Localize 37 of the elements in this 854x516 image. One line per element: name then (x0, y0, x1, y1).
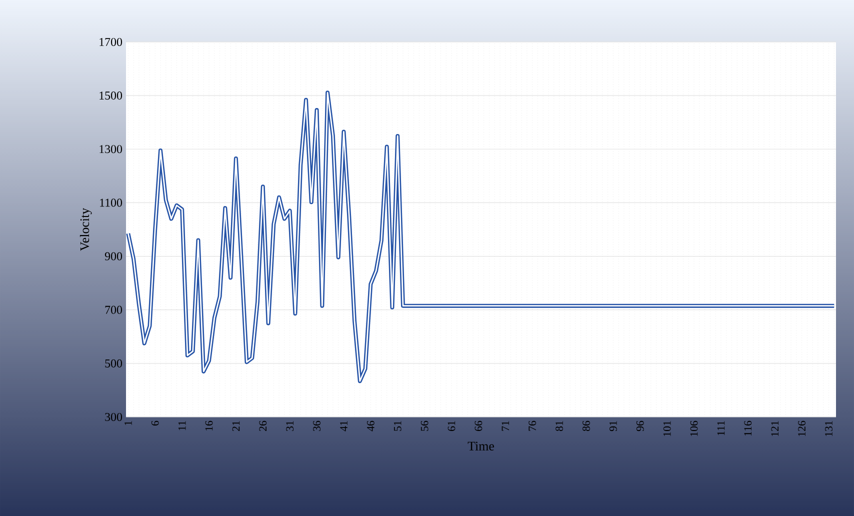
x-tick-label: 126 (798, 420, 806, 436)
y-axis-title: Velocity (80, 208, 92, 251)
y-tick-label: 500 (105, 359, 122, 368)
x-tick-label: 66 (474, 420, 482, 431)
x-tick-label: 26 (259, 420, 267, 431)
x-tick-label: 36 (313, 420, 320, 431)
x-tick-label: 6 (151, 420, 159, 426)
x-tick-label: 11 (178, 421, 186, 430)
x-tick-label: 46 (366, 420, 374, 432)
x-tick-label: 86 (582, 420, 590, 432)
x-tick-label: 21 (232, 421, 240, 431)
x-tick-label: 96 (636, 420, 644, 432)
x-tick-label: 71 (502, 421, 510, 431)
x-tick-label: 61 (448, 421, 456, 431)
x-tick-label: 116 (744, 420, 752, 436)
y-tick-label: 700 (105, 306, 122, 314)
y-tick-label: 1500 (100, 92, 122, 100)
x-tick-label: 101 (663, 421, 671, 436)
y-tick-label: 1700 (100, 38, 122, 46)
x-tick-label: 41 (340, 421, 348, 432)
y-tick-label: 300 (105, 412, 122, 422)
x-tick-label: 91 (610, 421, 617, 432)
x-tick-label: 56 (420, 420, 428, 431)
x-tick-label: 16 (205, 420, 213, 430)
x-tick-label: 81 (556, 421, 563, 432)
x-tick-label: 131 (825, 421, 832, 436)
x-tick-label: 1 (124, 421, 132, 426)
x-tick-label: 31 (286, 421, 294, 431)
x-axis-title: Time (468, 442, 494, 450)
y-tick-label: 1300 (100, 145, 122, 154)
x-tick-label: 76 (528, 420, 536, 431)
x-tick-label: 106 (690, 420, 698, 436)
x-tick-label: 111 (717, 421, 725, 436)
y-tick-label: 900 (104, 252, 122, 260)
x-tick-label: 121 (771, 421, 778, 436)
y-tick-label: 1100 (100, 198, 122, 207)
x-tick-label: 51 (394, 421, 402, 431)
